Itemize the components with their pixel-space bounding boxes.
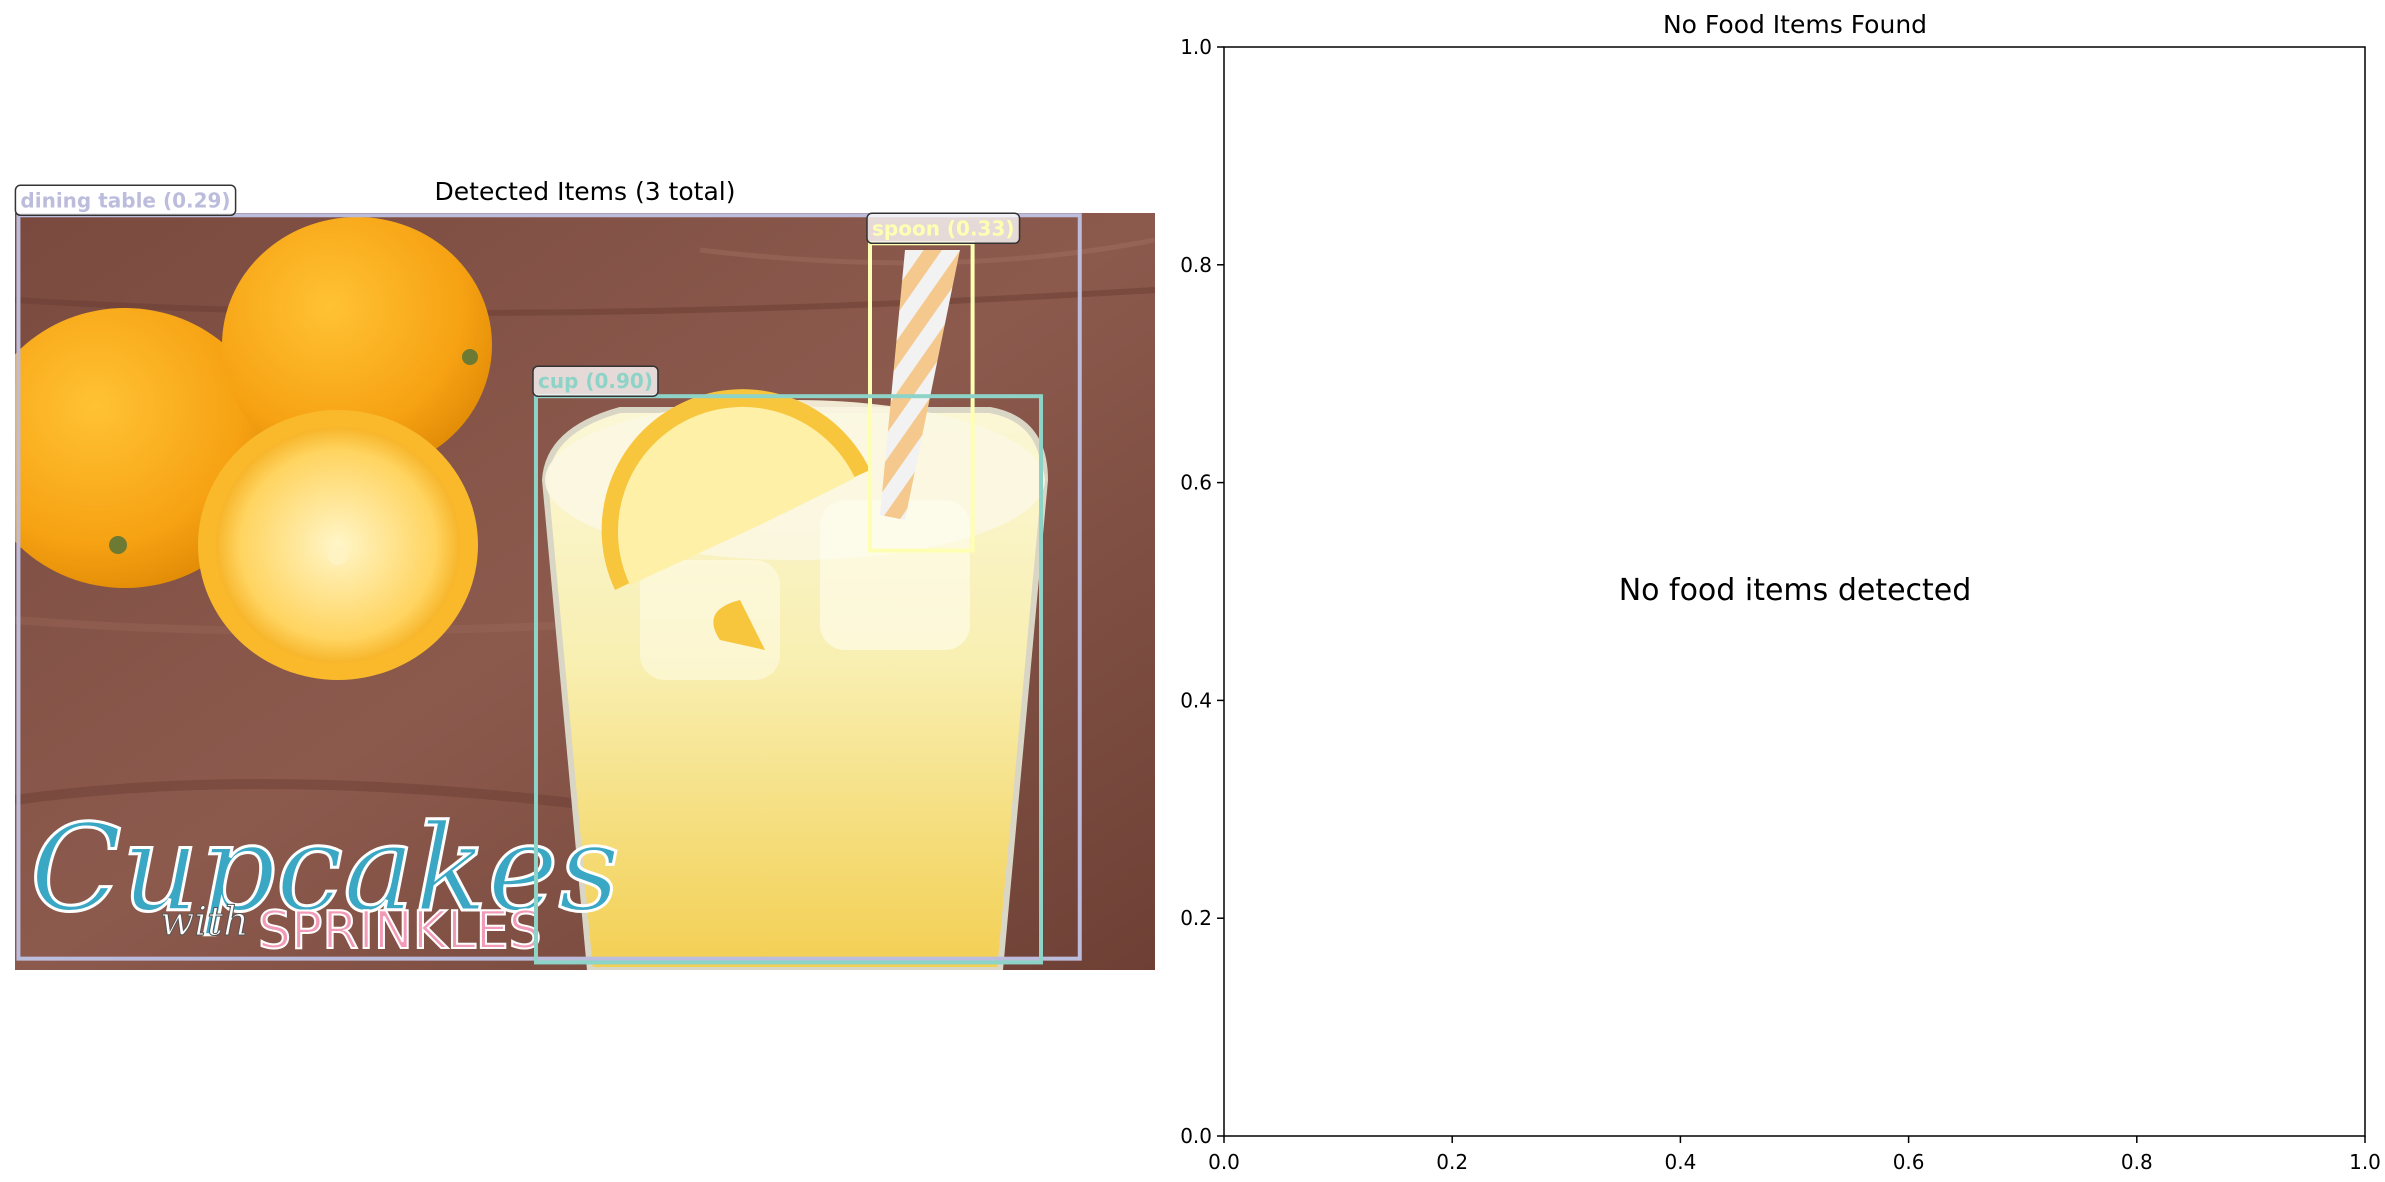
- axes-ticks: 0.0 0.2 0.4 0.6 0.8 1.0 0.0 0.2 0.4 0.6 0.8 1.0: [1180, 35, 2381, 1174]
- detection-box-cup: [533, 394, 1043, 965]
- svg-text:with: with: [160, 899, 249, 945]
- left-panel-title: Detected Items (3 total): [435, 177, 736, 206]
- axes-frame: [1223, 46, 2366, 1137]
- x-tick-label: 0.8: [2121, 1150, 2153, 1174]
- detection-label-spoon: spoon (0.33): [872, 216, 1015, 240]
- y-tick-label: 0.8: [1180, 253, 1212, 277]
- y-tick-label: 1.0: [1180, 35, 1212, 59]
- photo-image: Cupcakes with SPRINKLES: [15, 213, 1155, 970]
- right-panel-title: No Food Items Found: [1663, 10, 1927, 39]
- y-tick-label: 0.4: [1180, 688, 1212, 712]
- x-tick-label: 1.0: [2349, 1150, 2381, 1174]
- detection-label-cup: cup (0.90): [538, 369, 653, 393]
- detection-label-dining-table: dining table (0.29): [20, 188, 230, 212]
- x-tick-label: 0.4: [1664, 1150, 1696, 1174]
- x-tick-label: 0.2: [1436, 1150, 1468, 1174]
- detections-layer: dining table (0.29) spoon (0.33) cup (0.90…: [14, 184, 1082, 965]
- detection-label-bg-cup: [532, 365, 659, 397]
- detection-box-dining-table: [16, 213, 1082, 961]
- y-tick-label: 0.2: [1180, 906, 1212, 930]
- detection-label-bg-spoon: [866, 212, 1021, 245]
- y-tick-label: 0.6: [1180, 471, 1212, 495]
- no-items-annotation: No food items detected: [1619, 573, 1972, 608]
- svg-text:SPRINKLES: SPRINKLES: [258, 901, 542, 961]
- svg-text:Cupcakes: Cupcakes: [30, 800, 620, 939]
- y-tick-label: 0.0: [1180, 1124, 1212, 1148]
- watermark-logo: Cupcakes with SPRINKLES: [29, 799, 622, 963]
- x-tick-label: 0.0: [1208, 1150, 1240, 1174]
- x-tick-label: 0.6: [1893, 1150, 1925, 1174]
- detection-label-bg-dining-table: [14, 184, 237, 217]
